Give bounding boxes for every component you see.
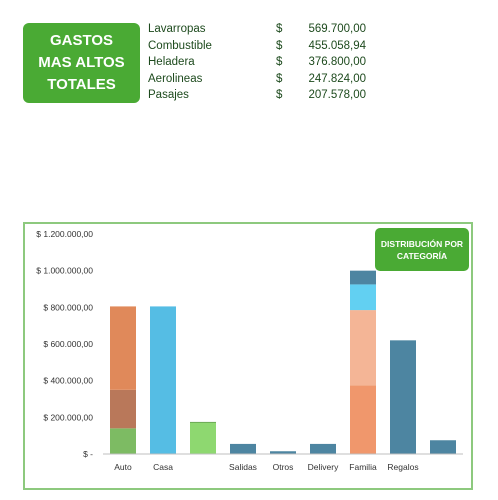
expense-amount: 455.058,94 bbox=[308, 39, 366, 52]
top-expenses-list: Lavarropas $ 569.700,00 Combustible $ 45… bbox=[148, 23, 378, 106]
x-category-label: Delivery bbox=[308, 462, 339, 472]
y-tick-label: $ 1.000.000,00 bbox=[36, 266, 93, 276]
bar-segment bbox=[230, 443, 256, 454]
top-expenses-title: GASTOS MAS ALTOS TOTALES bbox=[38, 32, 125, 93]
bar-segment bbox=[190, 421, 216, 423]
x-category-label: Auto bbox=[114, 462, 132, 472]
bar-segment bbox=[350, 270, 376, 285]
currency-symbol: $ bbox=[276, 72, 283, 85]
y-tick-label: $ - bbox=[83, 449, 93, 459]
x-category-label: Familia bbox=[349, 462, 377, 472]
bar-segment bbox=[350, 284, 376, 311]
y-tick-label: $ 400.000,00 bbox=[43, 376, 93, 386]
bar-segment bbox=[150, 306, 176, 454]
chart-category-badge: DISTRIBUCIÓN POR CATEGORÍA bbox=[375, 228, 469, 271]
x-category-label: Casa bbox=[153, 462, 173, 472]
list-item: Pasajes $ 207.578,00 bbox=[148, 89, 378, 106]
bar-segment bbox=[110, 428, 136, 454]
currency-symbol: $ bbox=[276, 89, 283, 101]
bar-segment bbox=[270, 451, 296, 454]
expense-name: Combustible bbox=[148, 39, 212, 52]
y-tick-label: $ 800.000,00 bbox=[43, 302, 93, 312]
y-tick-label: $ 600.000,00 bbox=[43, 339, 93, 349]
list-item: Heladera $ 376.800,00 bbox=[148, 56, 378, 73]
bar-segment bbox=[350, 310, 376, 386]
currency-symbol: $ bbox=[276, 56, 283, 68]
currency-symbol: $ bbox=[276, 39, 283, 52]
bar-segment bbox=[190, 422, 216, 454]
x-category-label: Regalos bbox=[387, 462, 418, 472]
list-item: Combustible $ 455.058,94 bbox=[148, 40, 378, 57]
chart-badge-label: DISTRIBUCIÓN POR CATEGORÍA bbox=[380, 238, 464, 261]
expense-amount: 376.800,00 bbox=[308, 56, 366, 68]
bar-segment bbox=[390, 340, 416, 454]
expense-amount: 569.700,00 bbox=[308, 23, 366, 35]
bar-segment bbox=[430, 440, 456, 454]
expense-name: Pasajes bbox=[148, 89, 189, 101]
y-tick-label: $ 200.000,00 bbox=[43, 412, 93, 422]
x-category-label: Salidas bbox=[229, 462, 257, 472]
expense-name: Heladera bbox=[148, 56, 195, 68]
currency-symbol: $ bbox=[276, 23, 283, 35]
bar-segment bbox=[110, 389, 136, 429]
list-item: Lavarropas $ 569.700,00 bbox=[148, 23, 378, 40]
bar-segment bbox=[110, 306, 136, 390]
y-tick-label: $ 1.200.000,00 bbox=[36, 229, 93, 239]
expense-amount: 247.824,00 bbox=[308, 72, 366, 85]
expense-name: Lavarropas bbox=[148, 23, 206, 35]
bar-segment bbox=[310, 443, 336, 454]
expense-amount: 207.578,00 bbox=[308, 89, 366, 101]
expense-name: Aerolineas bbox=[148, 72, 203, 85]
bar-segment bbox=[350, 385, 376, 454]
top-expenses-badge: GASTOS MAS ALTOS TOTALES bbox=[23, 23, 140, 103]
x-category-label: Otros bbox=[273, 462, 294, 472]
list-item: Aerolineas $ 247.824,00 bbox=[148, 73, 378, 90]
